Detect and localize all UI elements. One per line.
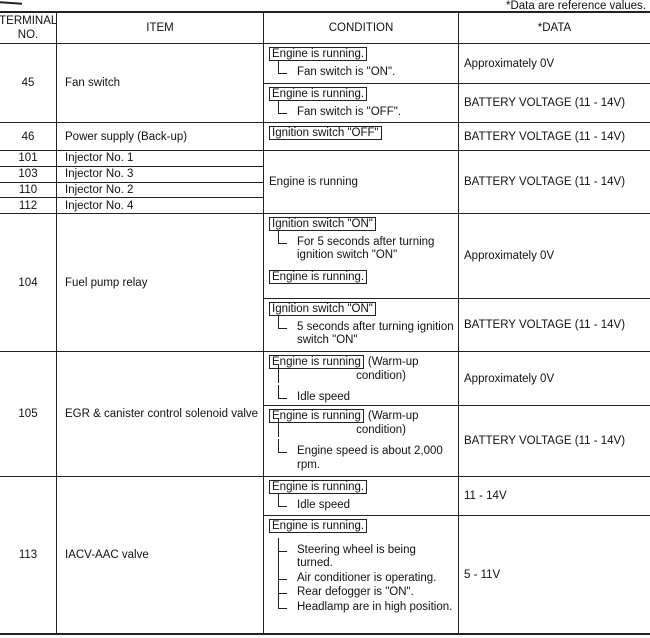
condition-tree: condition) Engine speed is about 2,000 rp… [269,417,454,473]
condition-suffix: (Warm-up [367,410,419,422]
condition-cell: Ignition switch "OFF" [264,123,459,151]
condition-line: Engine is running (Warm-up [269,408,454,424]
item-name: Injector No. 2 [57,182,264,199]
condition-suffix-cont: condition) [278,363,454,384]
item-name: Injector No. 4 [57,198,264,214]
condition-cell: Engine is running. Fan switch is "ON". [264,44,459,84]
condition-tree: condition) Idle speed [269,363,454,405]
condition-cell: Engine is running. Idle speed [264,477,459,516]
condition-box: Engine is running. [269,269,368,284]
item-name: Fuel pump relay [57,214,264,352]
data-value: BATTERY VOLTAGE (11 - 14V) [459,84,650,123]
condition-branch: Headlamp are in high position. [278,594,453,613]
terminal-number: 45 [0,44,57,123]
condition-branch: For 5 seconds after turning ignition swi… [278,229,454,263]
item-name: Power supply (Back-up) [57,123,264,151]
condition-branch: Air conditioner is operating. [278,565,454,586]
condition-line: Engine is running. [269,479,454,495]
condition-cell: Engine is running (Warm-up condition) Engin… [264,406,459,477]
condition-cell: Engine is running. Fan switch is "OFF". [264,84,459,123]
terminal-number: 112 [0,198,57,214]
condition-line: Engine is running. [269,518,454,534]
condition-box: Ignition switch "OFF" [269,126,382,140]
condition-branch: Fan switch is "ON". [278,59,454,80]
condition-line: Engine is running. [269,46,454,62]
condition-cell: Ignition switch "ON" For 5 seconds after … [264,214,459,299]
condition-branch: Rear defogger is "ON". [278,580,454,600]
item-name: IACV-AAC valve [57,477,264,634]
condition-box: Engine is running. [269,519,368,533]
condition-line: Ignition switch "ON" [269,301,454,317]
data-value: BATTERY VOLTAGE (11 - 14V) [459,151,650,214]
condition-box: Engine is running [269,355,364,369]
table-top-border [0,11,650,13]
condition-tree: Steering wheel is being turned. Air condi… [269,537,454,615]
terminal-number: 46 [0,123,57,151]
item-name: Injector No. 3 [57,166,264,183]
item-name: Injector No. 1 [57,151,264,167]
data-value: Approximately 0V [459,352,650,406]
terminal-number: 104 [0,214,57,352]
condition-line: Engine is running. [269,269,454,285]
terminal-number: 105 [0,352,57,477]
condition-tree: 5 seconds after turning ignition switch … [269,314,454,348]
condition-line: Ignition switch "OFF" [269,125,454,141]
item-name: Fan switch [57,44,264,123]
condition-box: Ignition switch "ON" [269,302,376,316]
condition-suffix-cont: condition) [278,417,454,438]
condition-line: Ignition switch "ON" [269,216,454,232]
header-item: ITEM [57,12,264,44]
condition-line: Engine is running. [269,86,454,102]
page-mark [0,1,23,5]
terminal-number: 103 [0,166,57,183]
header-data: *DATA [459,12,650,44]
data-value: 5 - 11V [459,516,650,634]
data-value: Approximately 0V [459,214,650,299]
condition-branch: Idle speed [278,385,454,405]
condition-cell: Engine is running (Warm-up condition) Idle … [264,352,459,406]
condition-line: Engine is running (Warm-up [269,354,454,370]
condition-branch: Idle speed [278,492,454,513]
condition-suffix: (Warm-up [367,356,419,368]
data-value: 11 - 14V [459,477,650,516]
data-value: BATTERY VOLTAGE (11 - 14V) [459,406,650,477]
condition-branch: Steering wheel is being turned. [278,537,454,571]
condition-branch: Fan switch is "OFF". [278,99,454,120]
condition-box: Engine is running. [269,47,368,61]
condition-branch: Engine speed is about 2,000 rpm. [278,439,454,472]
terminal-number: 113 [0,477,57,634]
data-value: BATTERY VOLTAGE (11 - 14V) [459,123,650,151]
header-condition: CONDITION [264,12,459,44]
terminal-number: 110 [0,182,57,199]
header-terminal-no: TERMINAL NO. [0,12,57,44]
condition-branch: 5 seconds after turning ignition switch … [278,314,454,346]
item-name: EGR & canister control solenoid valve [57,352,264,477]
condition-box: Engine is running. [269,87,368,101]
condition-cell: Engine is running [264,151,459,214]
condition-cell: Ignition switch "ON" 5 seconds after turn… [264,299,459,352]
condition-text: Engine is running [269,176,358,189]
data-value: Approximately 0V [459,44,650,84]
condition-cell: Engine is running. Steering wheel is bein… [264,516,459,634]
condition-box: Engine is running. [269,480,368,494]
condition-box: Engine is running [269,409,364,423]
condition-tree: Fan switch is "ON". [269,59,454,80]
terminal-number: 101 [0,151,57,167]
condition-box: Ignition switch "ON" [269,217,376,231]
table-bottom-border [0,633,650,635]
data-value: BATTERY VOLTAGE (11 - 14V) [459,299,650,352]
reference-note: *Data are reference values. [506,0,646,12]
condition-tree: Fan switch is "OFF". [269,99,454,120]
condition-tree: For 5 seconds after turning ignition swi… [269,229,454,263]
condition-tree: Idle speed [269,492,454,513]
